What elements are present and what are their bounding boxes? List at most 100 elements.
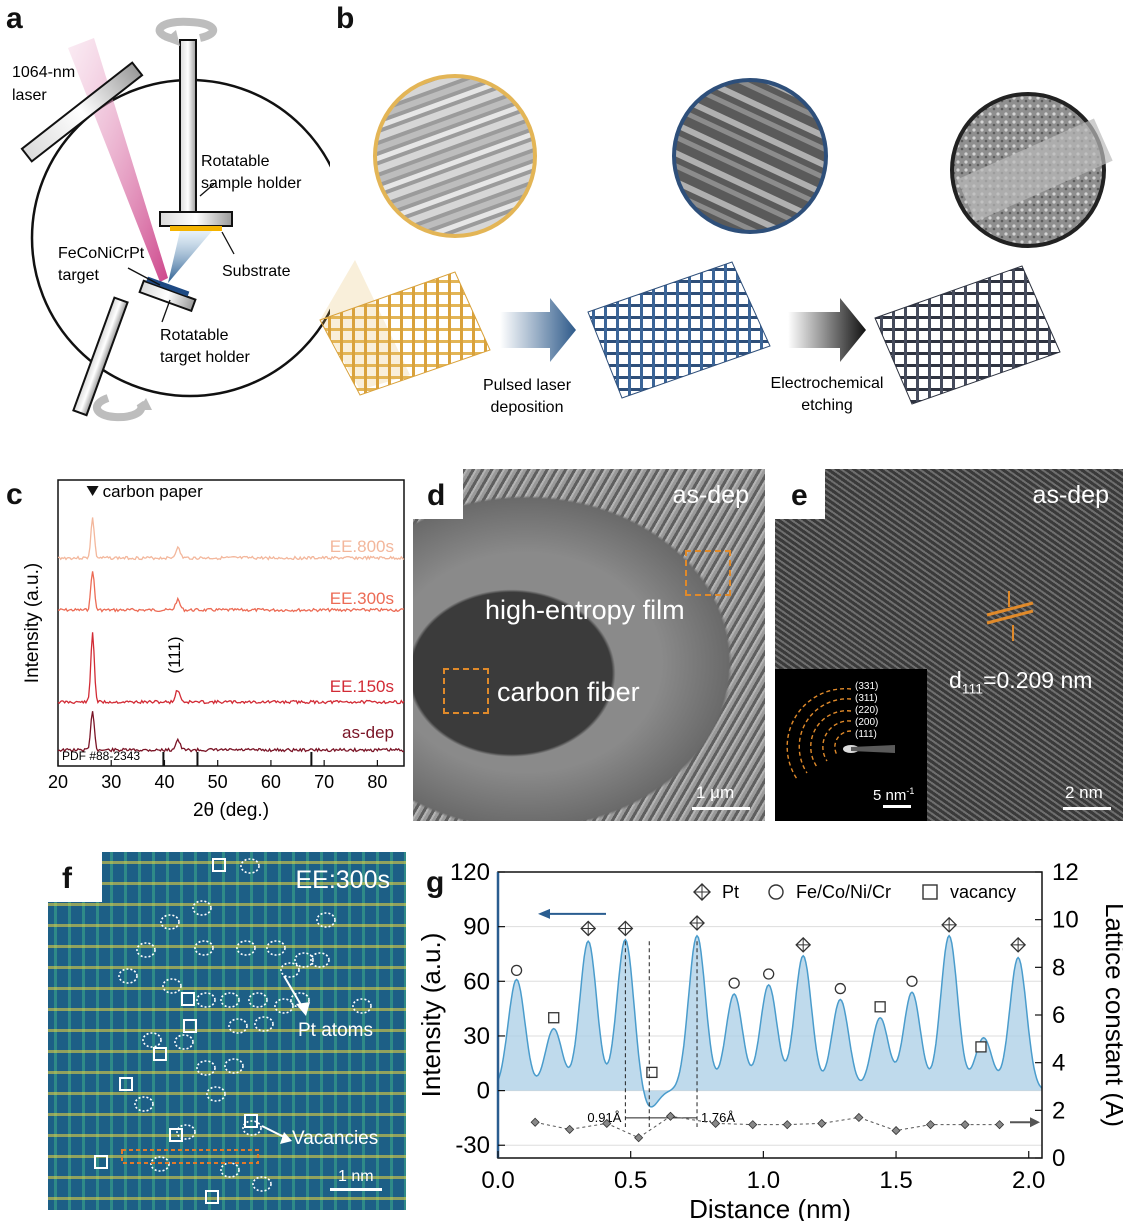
ring-label-331: (331)	[855, 681, 878, 692]
g-y-tick-label: 120	[450, 859, 490, 886]
saed-inset: (331) (311) (220) (200) (111) 5 nm-1	[775, 669, 927, 821]
c-series-line	[57, 517, 405, 561]
panel-label-a: a	[6, 2, 23, 35]
g-y2-tick-label: 0	[1052, 1145, 1065, 1172]
rotation-arrow-bottom-icon	[93, 394, 146, 422]
g-left-arrowhead-icon	[538, 908, 550, 919]
g-y2-tick-label: 12	[1052, 859, 1079, 886]
sample-holder	[159, 211, 233, 227]
g-lattice-marker	[960, 1120, 970, 1130]
c-peak-label: (111)	[165, 636, 184, 673]
c-carbon-paper-marker	[86, 486, 99, 496]
substrate-label: Substrate	[222, 263, 291, 280]
g-lattice-marker	[711, 1118, 721, 1129]
g-y-tick-label: 90	[463, 914, 490, 941]
g-y2-tick-label: 2	[1052, 1097, 1065, 1124]
target-holder-label-1: Rotatable	[160, 327, 229, 344]
g-y2-tick-label: 4	[1052, 1050, 1065, 1077]
atom-markers	[94, 858, 382, 1204]
g-lattice-marker	[817, 1118, 827, 1129]
fiber-label: carbon fiber	[497, 677, 640, 707]
g-intensity-line	[497, 934, 1043, 1108]
c-x-tick-label: 80	[367, 772, 387, 792]
sem-inset-deposited	[672, 78, 828, 234]
sample-holder-label-1: Rotatable	[201, 153, 270, 170]
g-x-tick-label: 1.5	[879, 1167, 912, 1194]
target-label-2: target	[58, 267, 99, 284]
g-y2-tick-label: 8	[1052, 954, 1065, 981]
g-fecnicr-marker	[728, 977, 740, 989]
film-label: high-entropy film	[485, 595, 685, 625]
g-vacancy-marker	[975, 1041, 987, 1053]
laser-label-2: laser	[12, 87, 47, 104]
ring-label-220: (220)	[855, 705, 878, 716]
c-plot-frame	[57, 479, 405, 767]
g-lattice-marker	[634, 1133, 644, 1143]
c-series-line	[57, 632, 405, 705]
g-x-tick-label: 2.0	[1012, 1167, 1045, 1194]
g-legend-fecnicr-label: Fe/Co/Ni/Cr	[796, 882, 891, 902]
vacancies-label: Vacancies	[292, 1128, 379, 1149]
pt-atoms-label: Pt atoms	[298, 1020, 373, 1041]
c-series-label: EE.800s	[330, 537, 394, 556]
g-vacancy-marker	[874, 1001, 886, 1013]
ring-label-200: (200)	[855, 717, 878, 728]
laser-window	[20, 61, 144, 163]
g-lattice-marker	[748, 1120, 758, 1130]
g-lattice-line	[535, 1115, 1000, 1139]
film-region-box	[685, 550, 731, 596]
step1-label-2: deposition	[491, 399, 564, 416]
etched-mesh	[874, 265, 1061, 405]
plasma-plume	[168, 231, 212, 283]
panel-label-g: g	[426, 866, 445, 899]
process-arrow-1-icon	[500, 298, 576, 362]
e-scale-label: 2 nm	[1065, 783, 1103, 802]
g-y-tick-label: 60	[463, 968, 490, 995]
process-schematic: Pulsed laser deposition Electrochemical …	[319, 74, 1113, 416]
g-lattice-marker	[854, 1112, 864, 1123]
step2-label-2: etching	[801, 397, 853, 414]
e-scale-bar	[1063, 807, 1111, 810]
d-scale-bar	[692, 807, 750, 810]
g-fecnicr-marker	[763, 968, 775, 980]
c-series-label: as-dep	[342, 723, 394, 742]
target-holder	[138, 279, 197, 313]
haadf-stem-image: f EE:300s Pt atoms Vacancies 1 nm	[48, 852, 406, 1210]
panel-label-b: b	[336, 2, 355, 35]
c-x-tick-label: 30	[101, 772, 121, 792]
g-y2-tick-label: 6	[1052, 1002, 1065, 1029]
rotation-arrow-top-icon	[155, 17, 218, 42]
g-x-tick-label: 0.5	[614, 1167, 647, 1194]
g-y-tick-label: 0	[477, 1078, 490, 1105]
g-lattice-marker	[782, 1120, 792, 1130]
carbon-paper-mesh	[319, 271, 491, 396]
laser-label-1: 1064-nm	[12, 64, 75, 81]
sem-fiber-image: d as-dep high-entropy film carbon fiber …	[413, 469, 765, 821]
c-series-label: EE.300s	[330, 589, 394, 608]
sample-holder-label-2: sample holder	[201, 175, 302, 192]
panel-label-c: c	[6, 478, 23, 511]
ring-label-111: (111)	[855, 729, 877, 740]
panel-label-e: e	[791, 479, 808, 512]
d-condition-tag: as-dep	[672, 481, 749, 509]
g-x-tick-label: 0.0	[481, 1167, 514, 1194]
g-fecnicr-marker	[510, 964, 523, 977]
xrd-chart: 20 30 40 50 60 70 80 2θ (deg.) Intensity (a.u.) c…	[22, 479, 405, 821]
process-arrow-2-icon	[788, 298, 866, 362]
target-holder-label-2: target holder	[160, 349, 251, 366]
g-lattice-marker	[665, 1111, 676, 1121]
g-legend-vacancy-icon	[922, 884, 938, 900]
e-condition-tag: as-dep	[1032, 481, 1109, 509]
panel-label-d: d	[427, 479, 446, 512]
c-x-tick-label: 20	[48, 772, 68, 792]
g-x-axis-label: Distance (nm)	[689, 1194, 851, 1221]
step1-label-1: Pulsed laser	[483, 377, 572, 394]
substrate-layer	[170, 226, 222, 231]
c-series-line	[57, 571, 405, 613]
g-y2-tick-label: 10	[1052, 907, 1079, 934]
g-legend-fecnicr-icon	[768, 884, 784, 900]
g-lattice-marker	[891, 1126, 901, 1136]
g-fecnicr-marker	[906, 975, 918, 987]
sem-inset-carbon-paper	[373, 74, 537, 238]
g-y-axis-label: Intensity (a.u.)	[416, 933, 446, 1098]
